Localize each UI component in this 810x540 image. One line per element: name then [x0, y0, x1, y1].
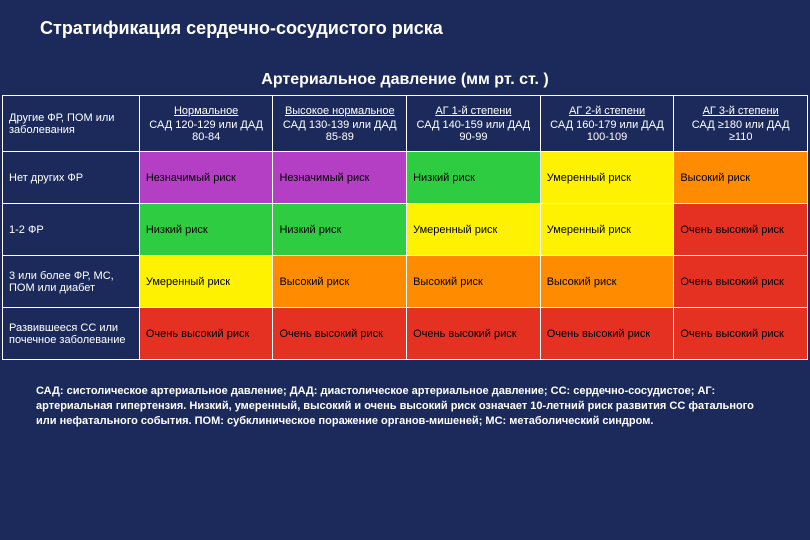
- risk-cell: Низкий риск: [407, 152, 541, 204]
- page-title: Стратификация сердечно-сосудистого риска: [0, 0, 810, 39]
- risk-cell: Очень высокий риск: [139, 308, 273, 360]
- column-subtitle: САД 160-179 или ДАД 100-109: [550, 119, 664, 143]
- risk-cell: Очень высокий риск: [674, 256, 808, 308]
- footnote-text: САД: систолическое артериальное давление…: [0, 360, 810, 429]
- table-subtitle: Артериальное давление (мм рт. ст. ): [0, 71, 810, 89]
- bp-column-header: АГ 3-й степени САД ≥180 или ДАД ≥110: [674, 96, 808, 152]
- column-subtitle: САД 120-129 или ДАД 80-84: [149, 119, 263, 143]
- risk-cell: Низкий риск: [273, 204, 407, 256]
- risk-cell: Очень высокий риск: [540, 308, 674, 360]
- risk-cell: Незначимый риск: [139, 152, 273, 204]
- risk-table: Другие ФР, ПОМ или заболеванияНормальное…: [2, 95, 808, 360]
- column-subtitle: САД 130-139 или ДАД 85-89: [283, 119, 397, 143]
- table-row: 3 или более ФР, МС, ПОМ или диабетУмерен…: [3, 256, 808, 308]
- column-subtitle: САД 140-159 или ДАД 90-99: [417, 119, 531, 143]
- bp-column-header: АГ 2-й степени САД 160-179 или ДАД 100-10…: [540, 96, 674, 152]
- column-subtitle: САД ≥180 или ДАД ≥110: [692, 119, 790, 143]
- risk-cell: Незначимый риск: [273, 152, 407, 204]
- row-header: Развившееся СС или почечное заболевание: [3, 308, 140, 360]
- bp-column-header: Высокое нормальное САД 130-139 или ДАД 85…: [273, 96, 407, 152]
- risk-cell: Высокий риск: [540, 256, 674, 308]
- table-row: Нет других ФРНезначимый рискНезначимый р…: [3, 152, 808, 204]
- risk-cell: Низкий риск: [139, 204, 273, 256]
- column-title: АГ 2-й степени: [547, 105, 668, 117]
- row-header: 1-2 ФР: [3, 204, 140, 256]
- risk-cell: Очень высокий риск: [273, 308, 407, 360]
- risk-cell: Умеренный риск: [139, 256, 273, 308]
- risk-cell: Умеренный риск: [540, 204, 674, 256]
- risk-cell: Высокий риск: [674, 152, 808, 204]
- table-row: 1-2 ФРНизкий рискНизкий рискУмеренный ри…: [3, 204, 808, 256]
- risk-cell: Очень высокий риск: [674, 308, 808, 360]
- table-header-row: Другие ФР, ПОМ или заболеванияНормальное…: [3, 96, 808, 152]
- risk-cell: Умеренный риск: [540, 152, 674, 204]
- column-title: АГ 3-й степени: [680, 105, 801, 117]
- bp-column-header: Нормальное САД 120-129 или ДАД 80-84: [139, 96, 273, 152]
- column-title: Высокое нормальное: [279, 105, 400, 117]
- risk-cell: Высокий риск: [407, 256, 541, 308]
- risk-cell: Высокий риск: [273, 256, 407, 308]
- row-header-column: Другие ФР, ПОМ или заболевания: [3, 96, 140, 152]
- column-title: Нормальное: [146, 105, 267, 117]
- risk-cell: Очень высокий риск: [407, 308, 541, 360]
- risk-cell: Очень высокий риск: [674, 204, 808, 256]
- column-title: АГ 1-й степени: [413, 105, 534, 117]
- bp-column-header: АГ 1-й степени САД 140-159 или ДАД 90-99: [407, 96, 541, 152]
- row-header: Нет других ФР: [3, 152, 140, 204]
- risk-cell: Умеренный риск: [407, 204, 541, 256]
- table-row: Развившееся СС или почечное заболеваниеО…: [3, 308, 808, 360]
- row-header: 3 или более ФР, МС, ПОМ или диабет: [3, 256, 140, 308]
